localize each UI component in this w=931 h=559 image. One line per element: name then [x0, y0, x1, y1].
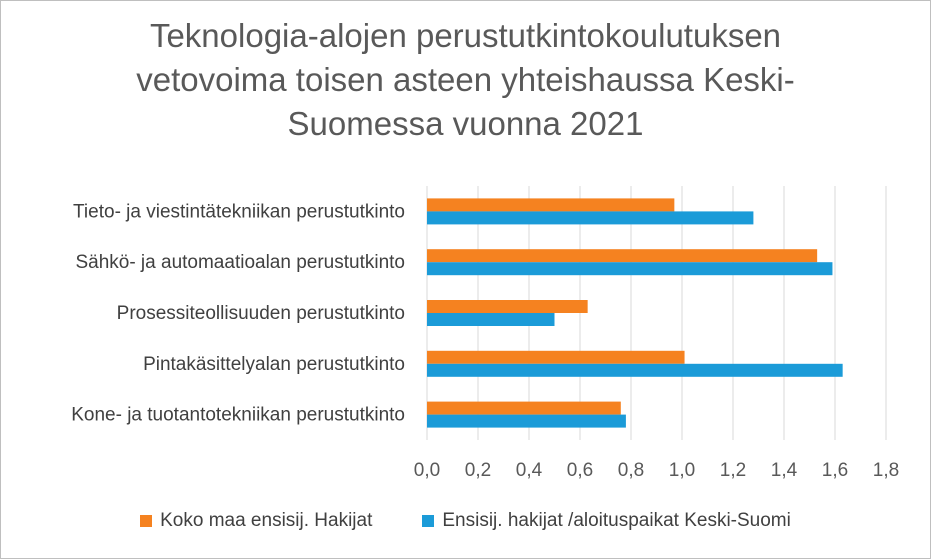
legend-swatch-koko-maa [140, 515, 153, 527]
x-tick-label-8: 1,6 [822, 460, 848, 481]
x-tick-label-4: 0,8 [618, 460, 644, 481]
bar-tieto-ja-viestintatekniikan-perustutkinto-s1 [427, 211, 754, 225]
bar-sahko-ja-automaatioalan-perustutkinto-s1 [427, 262, 833, 276]
bar-pintakasittelyalan-perustutkinto-s0 [427, 350, 685, 364]
category-label-sahko-ja-automaatioalan-perustutkinto: Sähkö- ja automaatioalan perustutkinto [75, 252, 405, 273]
category-label-tieto-ja-viestintatekniikan-perustutkinto: Tieto- ja viestintätekniikan perustutkin… [73, 201, 405, 222]
category-label-prosessiteollisuuden-perustutkinto: Prosessiteollisuuden perustutkinto [117, 303, 405, 324]
chart-title-line-2: vetovoima toisen asteen yhteishaussa Kes… [136, 61, 795, 98]
x-tick-label-6: 1,2 [720, 460, 746, 481]
bar-sahko-ja-automaatioalan-perustutkinto-s0 [427, 249, 818, 263]
legend-swatch-keski-suomi [422, 515, 435, 527]
chart-title: Teknologia-alojen perustutkintokoulutuks… [0, 14, 931, 146]
legend-label-keski-suomi: Ensisij. hakijat /aloituspaikat Keski-Su… [442, 510, 791, 531]
x-tick-label-5: 1,0 [669, 460, 695, 481]
chart-title-line-3: Suomessa vuonna 2021 [287, 105, 644, 142]
x-tick-label-3: 0,6 [567, 460, 593, 481]
category-label-kone-ja-tuotantotekniikan-perustutkinto: Kone- ja tuotantotekniikan perustutkinto [71, 405, 405, 426]
x-tick-label-7: 1,4 [771, 460, 798, 481]
bar-pintakasittelyalan-perustutkinto-s1 [427, 363, 843, 377]
x-tick-label-1: 0,2 [465, 460, 491, 481]
x-tick-label-2: 0,4 [516, 460, 543, 481]
bar-kone-ja-tuotantotekniikan-perustutkinto-s0 [427, 401, 621, 415]
x-tick-label-0: 0,0 [414, 460, 440, 481]
bar-tieto-ja-viestintatekniikan-perustutkinto-s0 [427, 198, 675, 212]
legend-label-koko-maa: Koko maa ensisij. Hakijat [160, 510, 373, 531]
bar-prosessiteollisuuden-perustutkinto-s1 [427, 313, 555, 326]
bar-prosessiteollisuuden-perustutkinto-s0 [427, 300, 588, 313]
legend: Koko maa ensisij. Hakijat Ensisij. hakij… [0, 510, 931, 532]
bar-kone-ja-tuotantotekniikan-perustutkinto-s1 [427, 414, 626, 428]
chart-title-line-1: Teknologia-alojen perustutkintokoulutuks… [149, 17, 782, 54]
category-label-pintakasittelyalan-perustutkinto: Pintakäsittelyalan perustutkinto [143, 354, 405, 375]
legend-item-koko-maa: Koko maa ensisij. Hakijat [140, 510, 372, 532]
x-tick-label-9: 1,8 [873, 460, 899, 481]
legend-item-keski-suomi: Ensisij. hakijat /aloituspaikat Keski-Su… [422, 510, 791, 532]
